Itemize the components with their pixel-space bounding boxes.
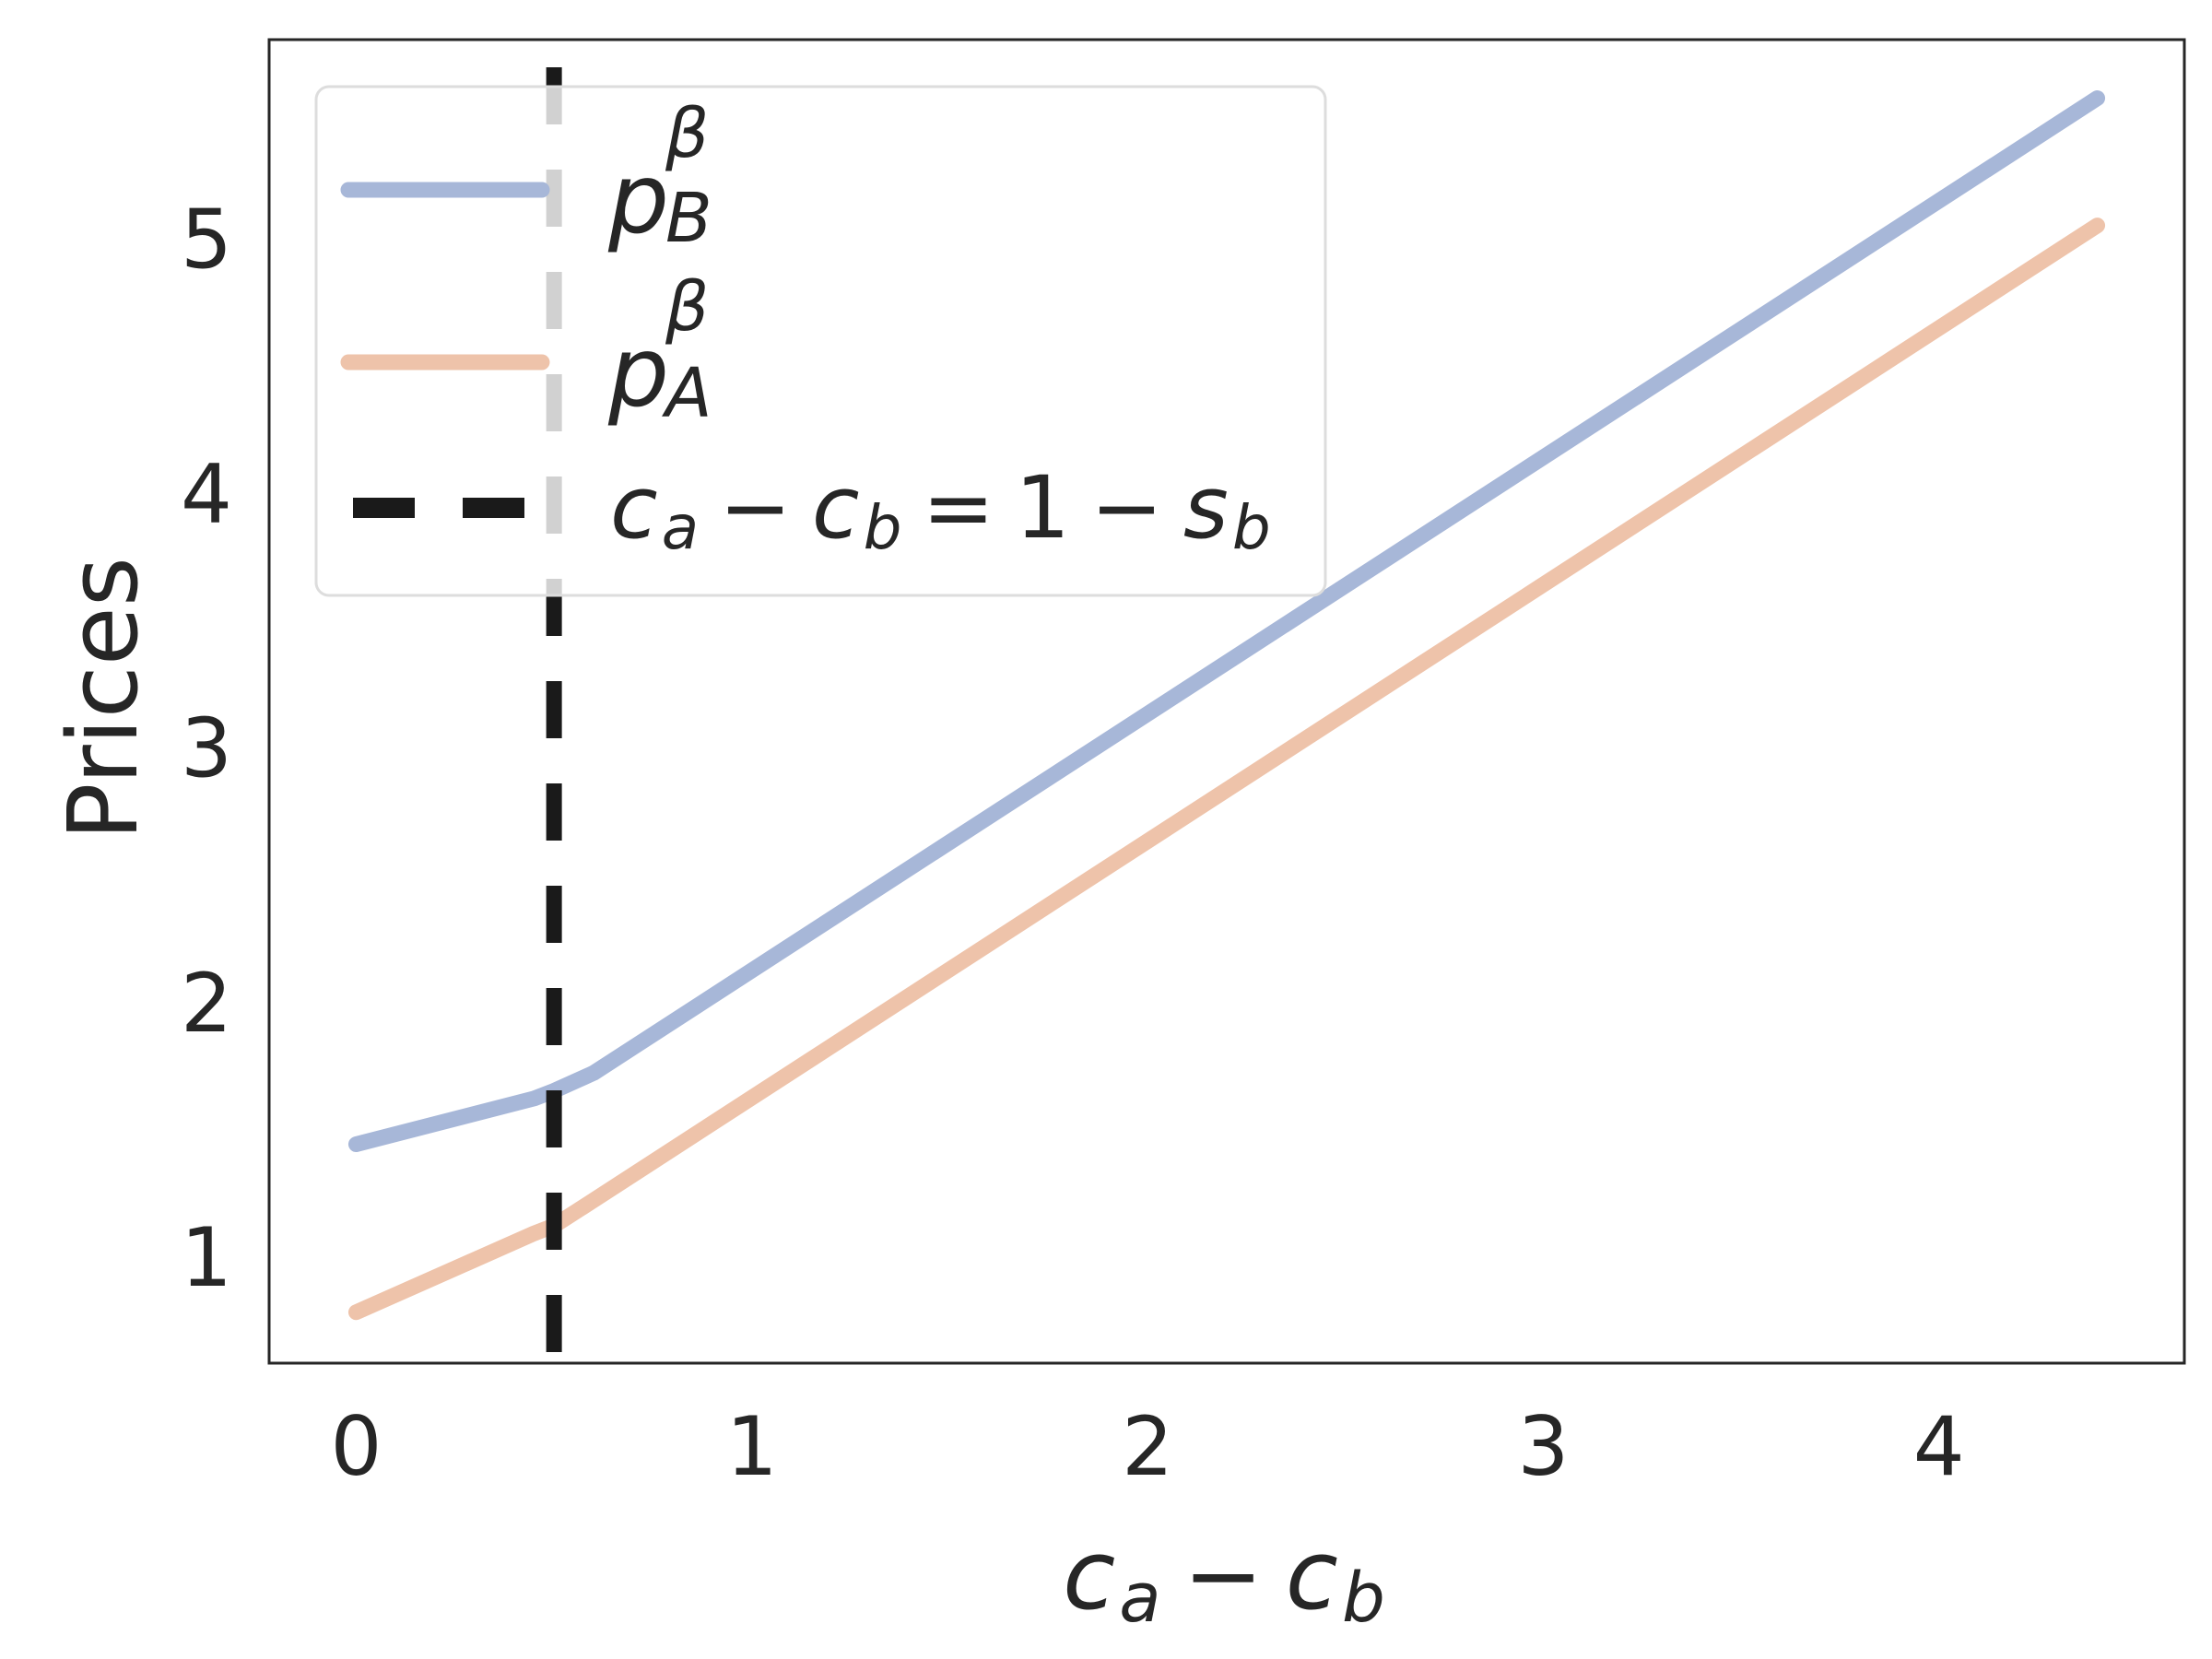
x-tick-label: 3 <box>1517 1399 1569 1494</box>
y-tick-label: 5 <box>181 192 232 287</box>
y-tick-label: 4 <box>181 447 232 542</box>
x-tick-label: 0 <box>330 1399 382 1494</box>
legend-box <box>314 85 1327 597</box>
legend-label-p-b-beta: p β B <box>607 94 712 258</box>
legend-label-p-a-beta: p β A <box>607 267 712 433</box>
legend: p β B p β A c a − c b = 1 − s b <box>314 85 1327 597</box>
y-tick-label: 1 <box>181 1210 232 1305</box>
x-tick-labels: 0 1 2 3 4 <box>330 1399 1964 1494</box>
y-tick-label: 2 <box>181 956 232 1051</box>
x-tick-label: 4 <box>1913 1399 1965 1494</box>
y-axis-title: Prices <box>47 557 159 841</box>
y-tick-label: 3 <box>181 701 232 796</box>
plot-frame <box>267 38 2186 1365</box>
x-axis-title: c a − c b <box>1063 1519 1385 1638</box>
x-tick-label: 1 <box>726 1399 778 1494</box>
y-tick-labels: 1 2 3 4 5 <box>181 192 232 1305</box>
legend-label-vline: c a − c b = 1 − s b <box>610 458 1271 563</box>
x-tick-label: 2 <box>1122 1399 1173 1494</box>
